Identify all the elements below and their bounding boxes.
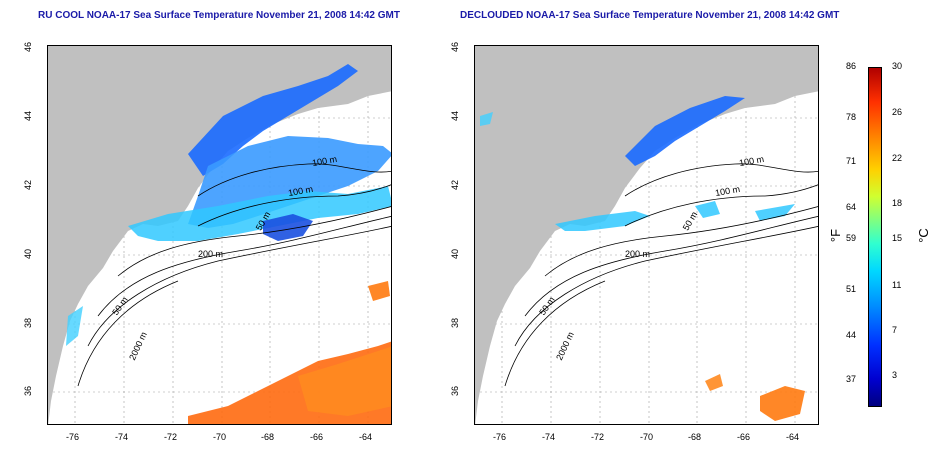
land-mass (48, 46, 391, 424)
colorbar-f-tick: 59 (846, 233, 857, 243)
y-tick: 42 (23, 180, 33, 191)
temperature-colorbar (868, 67, 882, 407)
colorbar-c-tick: 22 (892, 153, 903, 163)
y-tick: 46 (23, 42, 33, 53)
declouded-sst-map: 100 m 100 m 50 m 200 m 50 m 2000 m (474, 45, 819, 425)
y-tick: 38 (450, 318, 460, 329)
colorbar-f-tick: 51 (846, 284, 857, 294)
colorbar-f-tick: 78 (846, 112, 857, 122)
raw-sst-map: 100 m 100 m 50 m 200 m 50 m 2000 m (47, 45, 392, 425)
colorbar-f-tick: 44 (846, 330, 857, 340)
colorbar-c-tick: 26 (892, 107, 903, 117)
colorbar-c-tick: 7 (892, 325, 898, 335)
colorbar-f-tick: 64 (846, 202, 857, 212)
x-tick: -76 (493, 432, 507, 442)
colorbar-c-tick: 30 (892, 61, 903, 71)
colorbar-f-tick: 86 (846, 61, 857, 71)
y-tick: 42 (450, 180, 460, 191)
land-mass (475, 46, 818, 424)
colorbar-c-tick: 18 (892, 198, 903, 208)
y-tick: 44 (450, 111, 460, 122)
x-tick: -72 (164, 432, 178, 442)
cold-water-patch (188, 64, 358, 176)
contour-label-200m: 200 m (198, 249, 224, 259)
y-tick: 44 (23, 111, 33, 122)
x-tick: -68 (688, 432, 702, 442)
y-tick: 36 (23, 386, 33, 397)
colorbar-f-tick: 71 (846, 156, 857, 166)
x-tick: -64 (786, 432, 800, 442)
colorbar-c-tick: 3 (892, 370, 898, 380)
x-tick: -74 (115, 432, 129, 442)
cold-water-patch (625, 96, 745, 166)
celsius-unit: °C (915, 228, 931, 243)
y-tick: 40 (23, 249, 33, 260)
fahrenheit-unit: °F (828, 228, 844, 243)
x-tick: -70 (640, 432, 654, 442)
warm-water-patch (760, 386, 805, 421)
colorbar-f-tick: 37 (846, 374, 857, 384)
x-tick: -72 (591, 432, 605, 442)
x-tick: -66 (310, 432, 324, 442)
y-tick: 36 (450, 386, 460, 397)
colorbar-c-tick: 11 (892, 280, 902, 290)
x-tick: -70 (213, 432, 227, 442)
bathymetry-contours (77, 163, 391, 387)
colorbar-c-tick: 15 (892, 233, 903, 243)
x-tick: -68 (261, 432, 275, 442)
x-tick: -66 (737, 432, 751, 442)
x-tick: -76 (66, 432, 80, 442)
contour-label-200m: 200 m (625, 249, 651, 259)
x-tick: -74 (542, 432, 556, 442)
y-tick: 38 (23, 318, 33, 329)
x-tick: -64 (359, 432, 373, 442)
left-map-title: RU COOL NOAA-17 Sea Surface Temperature … (38, 10, 400, 21)
y-tick: 40 (450, 249, 460, 260)
bathymetry-contours (504, 163, 818, 387)
y-tick: 46 (450, 42, 460, 53)
right-map-title: DECLOUDED NOAA-17 Sea Surface Temperatur… (460, 10, 840, 21)
